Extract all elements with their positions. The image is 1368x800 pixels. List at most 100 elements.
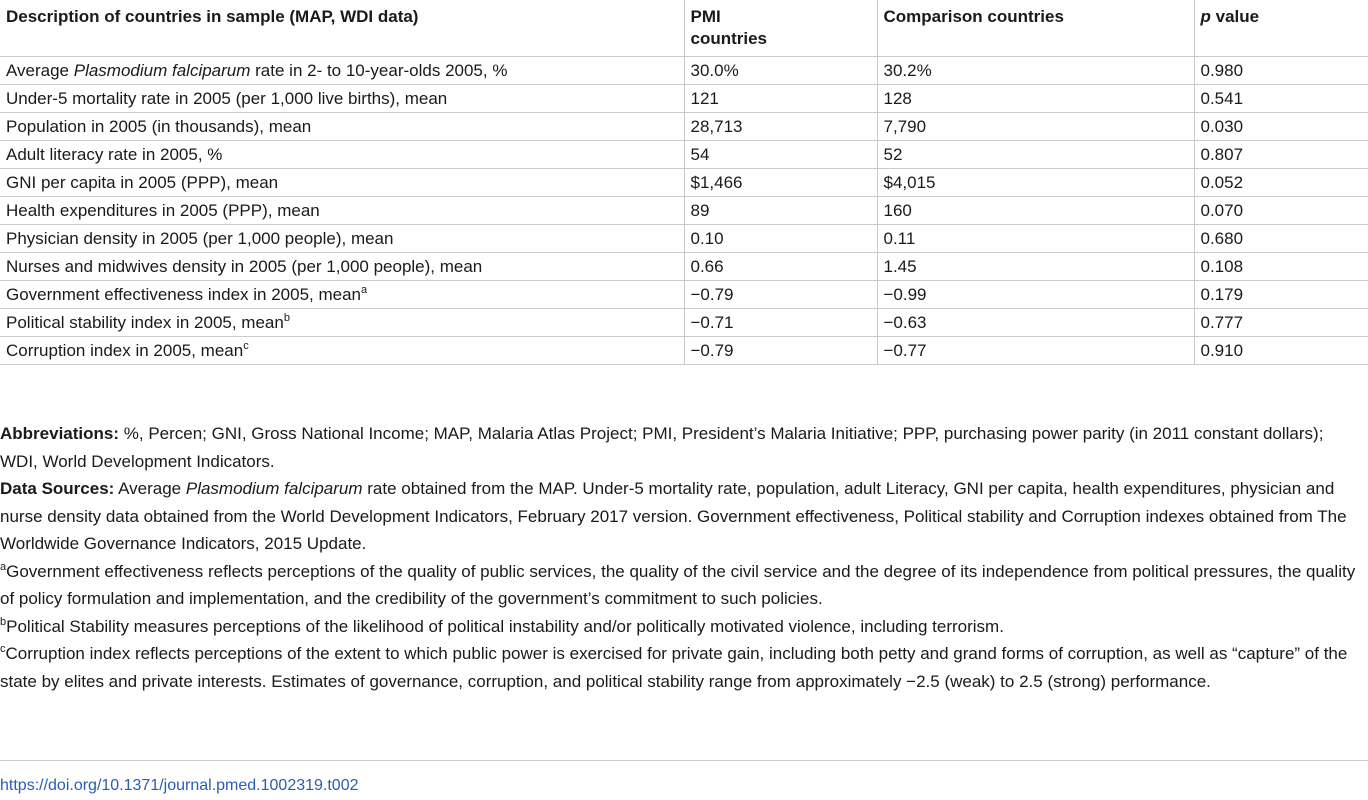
cell-pmi-value: 54 <box>683 139 878 169</box>
cell-p-value: 0.179 <box>1193 279 1368 309</box>
table-row: Physician density in 2005 (per 1,000 peo… <box>0 223 1368 253</box>
table-row: GNI per capita in 2005 (PPP), mean $1,466… <box>0 167 1368 197</box>
data-sources-label: Data Sources: <box>0 479 115 498</box>
cell-p-value: 0.052 <box>1193 167 1368 197</box>
cell-pmi-value: 89 <box>683 195 878 225</box>
cell-comparison-value: $4,015 <box>876 167 1195 197</box>
cell-p-value: 0.980 <box>1193 56 1368 85</box>
cell-pmi-value: −0.79 <box>683 335 878 365</box>
table-row: Population in 2005 (in thousands), mean 2… <box>0 111 1368 141</box>
desc-footnote-mark: c <box>243 339 249 352</box>
desc-italic: Plasmodium falciparum <box>73 60 251 80</box>
cell-pmi-value: −0.79 <box>683 279 878 309</box>
table-notes: Abbreviations: %, Percen; GNI, Gross Nat… <box>0 420 1362 695</box>
header-pmi-countries: PMI countries <box>683 0 878 57</box>
cell-p-value: 0.030 <box>1193 111 1368 141</box>
cell-pmi-value: 0.66 <box>683 251 878 281</box>
desc-text: Political stability index in 2005, mean <box>6 312 284 332</box>
row-description: Population in 2005 (in thousands), mean <box>0 111 685 141</box>
desc-text: GNI per capita in 2005 (PPP), mean <box>6 172 279 192</box>
cell-comparison-value: −0.63 <box>876 307 1195 337</box>
row-description: Political stability index in 2005, meanb <box>0 307 685 337</box>
cell-p-value: 0.680 <box>1193 223 1368 253</box>
desc-footnote-mark: b <box>283 311 290 324</box>
row-description: Health expenditures in 2005 (PPP), mean <box>0 195 685 225</box>
footnote-a-text: Government effectiveness reflects percep… <box>0 561 1356 609</box>
cell-comparison-value: −0.99 <box>876 279 1195 309</box>
table-header-row: Description of countries in sample (MAP,… <box>0 0 1368 57</box>
cell-pmi-value: $1,466 <box>683 167 878 197</box>
cell-comparison-value: 30.2% <box>876 56 1195 85</box>
row-description: Under-5 mortality rate in 2005 (per 1,00… <box>0 83 685 113</box>
footnote-c-text: Corruption index reflects perceptions of… <box>0 644 1348 691</box>
table-row: Nurses and midwives density in 2005 (per… <box>0 251 1368 281</box>
footnote-a: aGovernment effectiveness reflects perce… <box>0 558 1362 613</box>
cell-pmi-value: −0.71 <box>683 307 878 337</box>
table-row: Health expenditures in 2005 (PPP), mean 8… <box>0 195 1368 225</box>
cell-comparison-value: 52 <box>876 139 1195 169</box>
row-description: Nurses and midwives density in 2005 (per… <box>0 251 685 281</box>
abbreviations-note: Abbreviations: %, Percen; GNI, Gross Nat… <box>0 420 1362 475</box>
data-sources-pre: Average <box>114 479 186 498</box>
cell-pmi-value: 28,713 <box>683 111 878 141</box>
desc-text: Average <box>6 60 74 80</box>
doi-link[interactable]: https://doi.org/10.1371/journal.pmed.100… <box>0 777 359 794</box>
cell-pmi-value: 30.0% <box>683 56 878 85</box>
cell-pmi-value: 0.10 <box>683 223 878 253</box>
desc-text: Corruption index in 2005, mean <box>6 340 244 360</box>
abbreviations-label: Abbreviations: <box>0 424 120 443</box>
cell-comparison-value: 128 <box>876 83 1195 113</box>
data-sources-note: Data Sources: Average Plasmodium falcipa… <box>0 475 1362 558</box>
footnote-c: cCorruption index reflects perceptions o… <box>0 640 1362 695</box>
desc-text-tail: rate in 2- to 10-year-olds 2005, % <box>250 60 508 80</box>
header-p-label: value <box>1215 7 1260 26</box>
cell-p-value: 0.070 <box>1193 195 1368 225</box>
footnote-b-text: Political Stability measures perceptions… <box>6 616 1004 636</box>
table-body: Average Plasmodium falciparum rate in 2-… <box>0 56 1368 365</box>
row-description: Average Plasmodium falciparum rate in 2-… <box>0 56 685 85</box>
desc-text: Health expenditures in 2005 (PPP), mean <box>6 200 320 220</box>
cell-p-value: 0.807 <box>1193 139 1368 169</box>
data-table: Description of countries in sample (MAP,… <box>0 0 1368 365</box>
header-p-value: p value <box>1193 0 1368 57</box>
cell-p-value: 0.777 <box>1193 307 1368 337</box>
desc-text: Under-5 mortality rate in 2005 (per 1,00… <box>6 88 448 108</box>
data-sources-species: Plasmodium falciparum <box>185 479 363 498</box>
table-row: Corruption index in 2005, meanc −0.79 −0.7… <box>0 335 1368 365</box>
abbreviations-text: %, Percen; GNI, Gross National Income; M… <box>0 424 1324 471</box>
desc-text: Adult literacy rate in 2005, % <box>6 144 223 164</box>
cell-p-value: 0.541 <box>1193 83 1368 113</box>
table-row: Adult literacy rate in 2005, % 54 52 0.807 <box>0 139 1368 169</box>
footnote-a-mark: a <box>0 560 7 573</box>
desc-text: Nurses and midwives density in 2005 (per… <box>6 256 483 276</box>
desc-text: Population in 2005 (in thousands), mean <box>6 116 312 136</box>
cell-comparison-value: 0.11 <box>876 223 1195 253</box>
header-description: Description of countries in sample (MAP,… <box>0 0 685 57</box>
cell-comparison-value: 1.45 <box>876 251 1195 281</box>
desc-text: Physician density in 2005 (per 1,000 peo… <box>6 228 394 248</box>
cell-pmi-value: 121 <box>683 83 878 113</box>
data-sources-text: rate obtained from the MAP. Under-5 mort… <box>0 479 1347 553</box>
header-pmi-label: PMI countries <box>690 7 768 48</box>
table-row: Political stability index in 2005, meanb… <box>0 307 1368 337</box>
header-p-italic: p <box>1200 7 1211 26</box>
cell-p-value: 0.108 <box>1193 251 1368 281</box>
cell-comparison-value: 160 <box>876 195 1195 225</box>
row-description: GNI per capita in 2005 (PPP), mean <box>0 167 685 197</box>
cell-comparison-value: 7,790 <box>876 111 1195 141</box>
cell-comparison-value: −0.77 <box>876 335 1195 365</box>
footnote-c-mark: c <box>0 643 6 655</box>
table-row: Under-5 mortality rate in 2005 (per 1,00… <box>0 83 1368 113</box>
header-comparison-countries: Comparison countries <box>876 0 1195 57</box>
divider <box>0 760 1368 761</box>
row-description: Corruption index in 2005, meanc <box>0 335 685 365</box>
footnote-b: bPolitical Stability measures perception… <box>0 613 1362 641</box>
desc-text: Government effectiveness index in 2005, … <box>6 284 362 304</box>
table-row: Government effectiveness index in 2005, … <box>0 279 1368 309</box>
footnote-b-mark: b <box>0 615 7 628</box>
row-description: Adult literacy rate in 2005, % <box>0 139 685 169</box>
row-description: Physician density in 2005 (per 1,000 peo… <box>0 223 685 253</box>
desc-footnote-mark: a <box>361 283 368 296</box>
cell-p-value: 0.910 <box>1193 335 1368 365</box>
